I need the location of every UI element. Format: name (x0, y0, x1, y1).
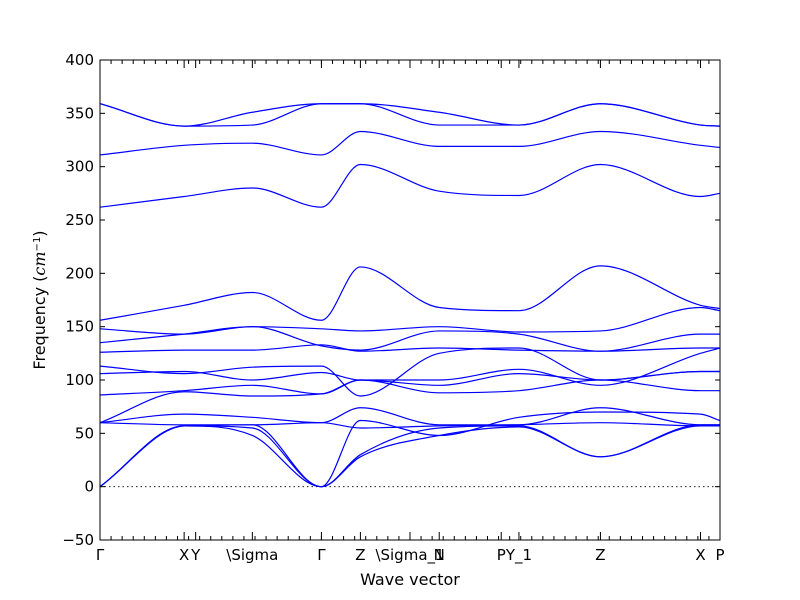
band-line-13 (99, 265, 721, 321)
y-tick-label: 350 (65, 104, 94, 122)
band-line-15 (99, 130, 721, 156)
y-tick-label: 300 (65, 158, 94, 176)
y-tick-label: 50 (75, 424, 94, 442)
x-tick-label: \Sigma (226, 546, 278, 564)
x-tick-label: Γ (96, 546, 105, 564)
y-tick-label: 0 (84, 478, 94, 496)
band-line-8 (99, 347, 721, 386)
y-tick-label: 100 (65, 371, 94, 389)
band-line-12 (99, 306, 721, 335)
y-axis-label-unit: cm (30, 251, 49, 275)
band-line-6 (99, 379, 720, 424)
x-tick-label: Z (355, 546, 365, 564)
y-tick-label: −50 (62, 531, 94, 549)
band-line-11 (99, 326, 720, 352)
x-tick-label: X (179, 546, 189, 564)
x-tick-label: P (497, 546, 506, 564)
plot-background (100, 60, 720, 540)
y-axis-label: Frequency (cm−1) (30, 230, 49, 369)
x-tick-label: Γ (317, 546, 326, 564)
x-tick-label: N (434, 546, 445, 564)
y-axis-label-prefix: Frequency ( (30, 276, 49, 370)
x-tick-label: X (695, 546, 705, 564)
band-line-2 (99, 424, 720, 488)
y-tick-label: 400 (65, 51, 94, 69)
y-tick-label: 150 (65, 318, 94, 336)
x-tick-label: \Sigma_1 (375, 546, 444, 565)
y-axis-label-exponent: −1 (32, 237, 43, 252)
band-line-5 (99, 407, 720, 426)
band-line-9 (99, 347, 720, 397)
y-axis-label-suffix: ) (30, 230, 49, 236)
band-line-14 (99, 163, 721, 208)
phonon-bands (99, 103, 721, 488)
x-tick-label: Y (190, 546, 201, 564)
band-line-10 (99, 344, 720, 353)
y-tick-label: 200 (65, 264, 94, 282)
band-line-17 (99, 103, 721, 127)
plot-area (100, 60, 720, 540)
band-line-4 (99, 422, 720, 429)
x-axis-label: Wave vector (360, 570, 460, 589)
y-tick-label: 250 (65, 211, 94, 229)
x-tick-label: P (715, 546, 724, 564)
x-tick-label: Y_1 (505, 546, 532, 565)
x-tick-label: Z (595, 546, 605, 564)
